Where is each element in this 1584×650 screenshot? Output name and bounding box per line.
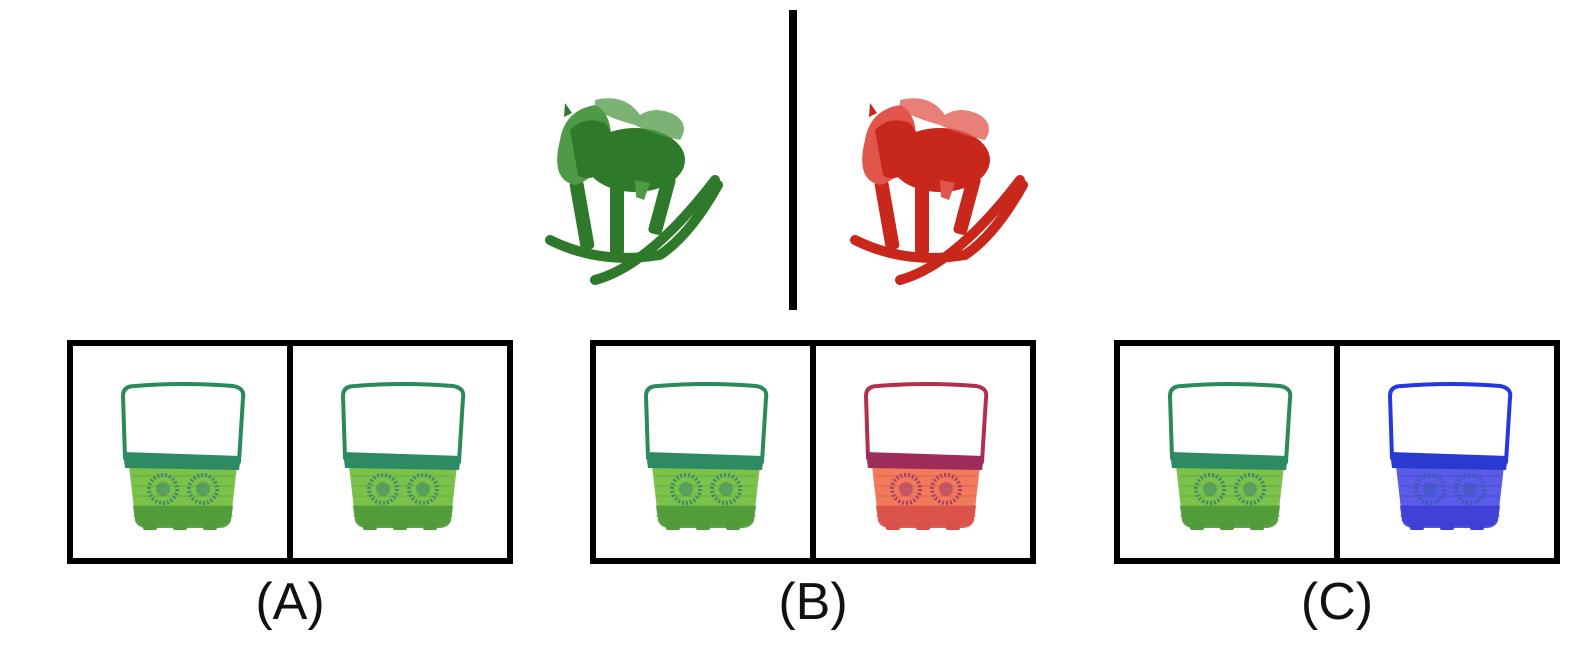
basket-icon (863, 382, 989, 530)
option-a-right-cell (293, 346, 507, 558)
option-b-left-cell (596, 346, 810, 558)
option-a-label: (A) (255, 573, 325, 631)
reference-divider (789, 10, 797, 310)
option-a-panel[interactable] (67, 340, 513, 564)
basket-icon (1167, 382, 1293, 530)
option-a-left-cell (73, 346, 287, 558)
option-c-label: (C) (1300, 573, 1374, 631)
basket-icon (340, 382, 466, 530)
reference-left-horse (545, 98, 723, 285)
option-b-panel[interactable] (590, 340, 1036, 564)
option-b-right-cell (816, 346, 1030, 558)
reference-right-horse (850, 98, 1028, 285)
option-c-right-cell (1340, 346, 1554, 558)
option-a-divider (287, 346, 293, 558)
basket-icon (120, 382, 246, 530)
basket-icon (643, 382, 769, 530)
rocking-horse-icon (545, 98, 723, 285)
option-c-panel[interactable] (1114, 340, 1560, 564)
option-c-divider (1334, 346, 1340, 558)
option-b-label: (B) (778, 573, 848, 631)
option-b-divider (810, 346, 816, 558)
rocking-horse-icon (850, 98, 1028, 285)
basket-icon (1387, 382, 1513, 530)
option-c-left-cell (1120, 346, 1334, 558)
